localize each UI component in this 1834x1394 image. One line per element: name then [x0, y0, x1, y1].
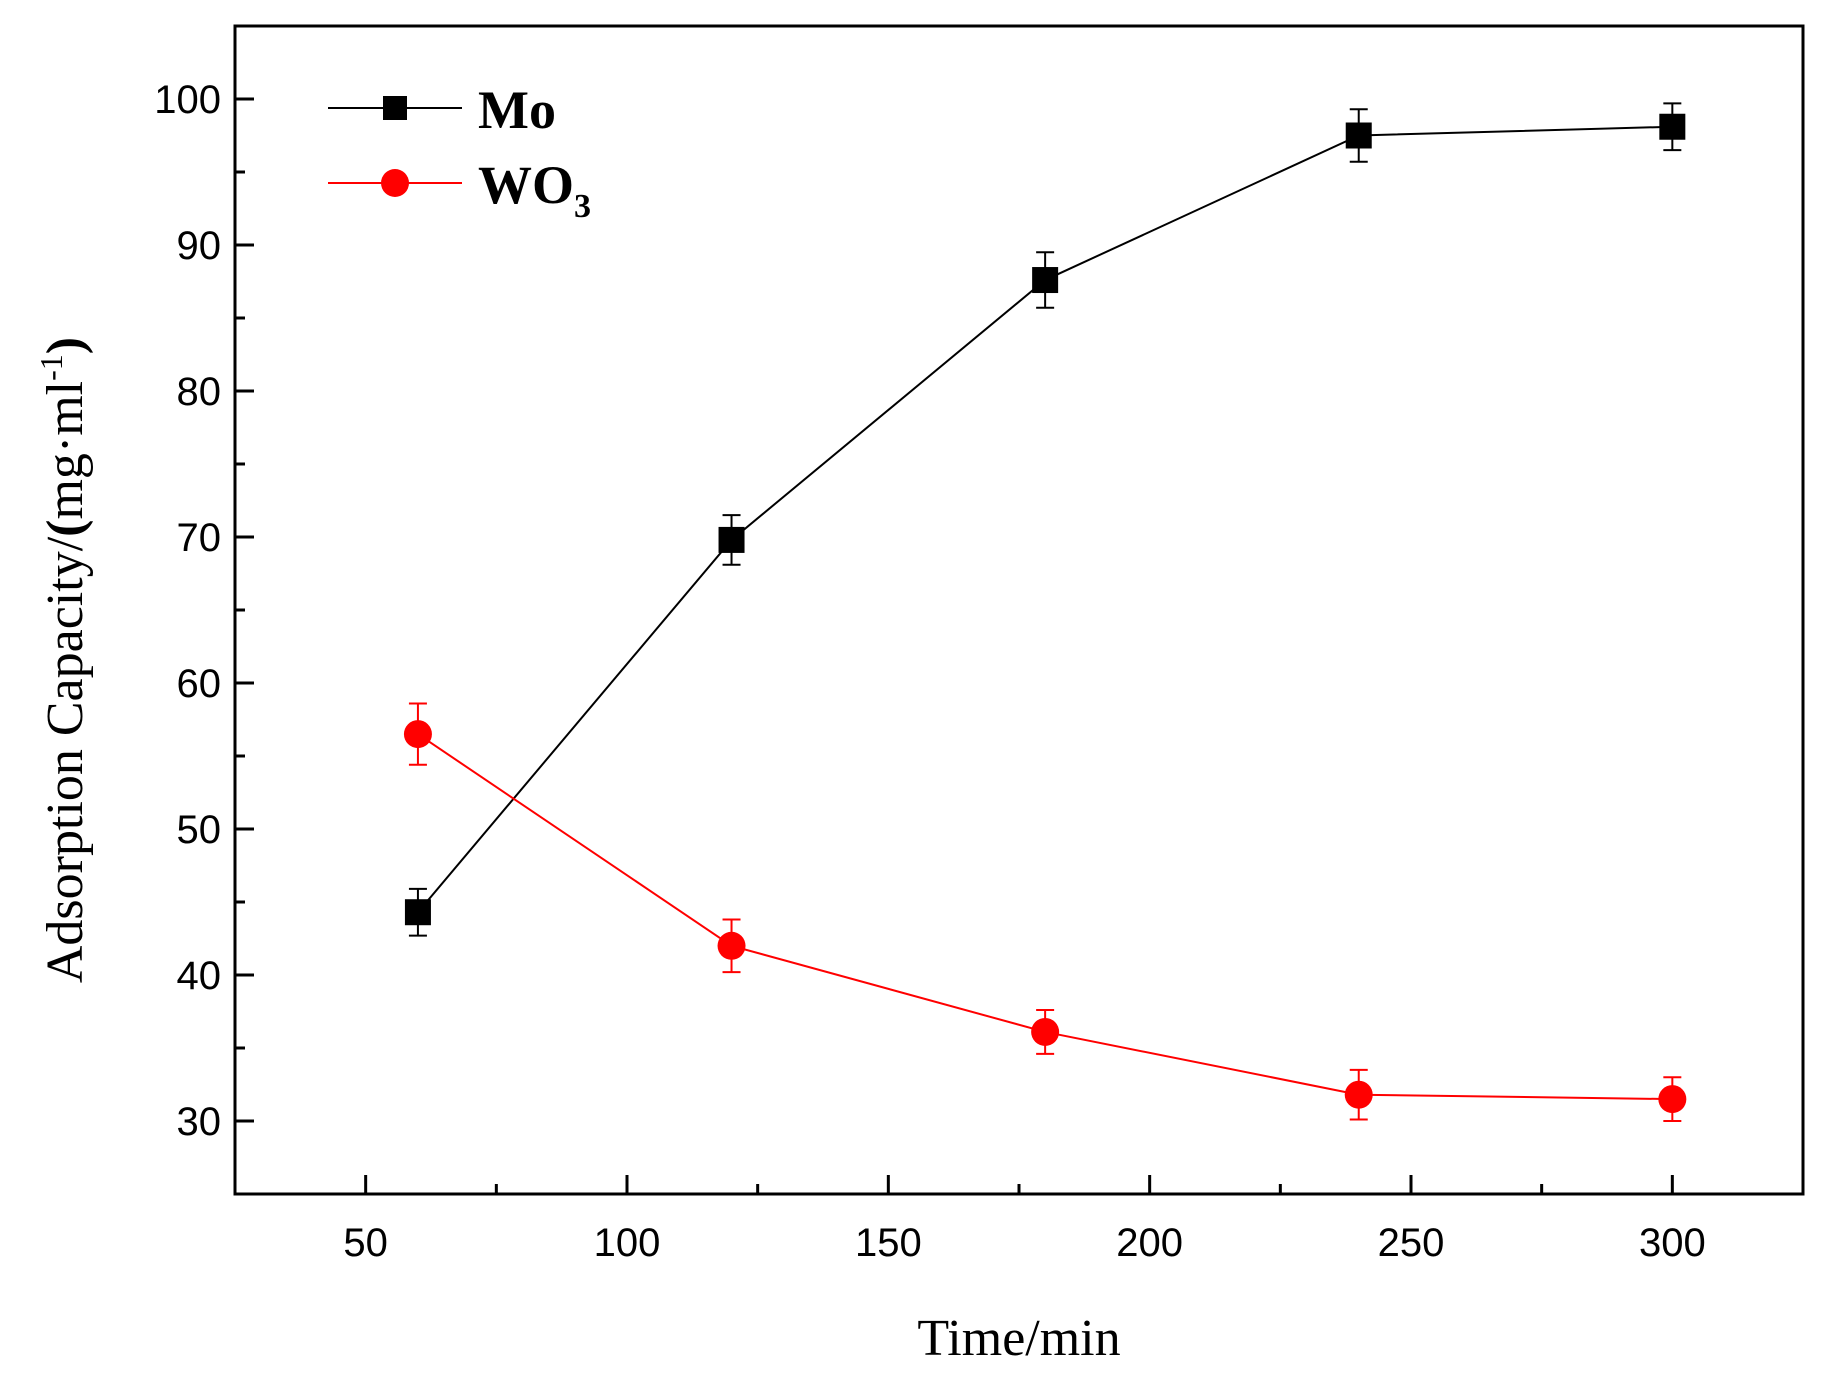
y-tick-label: 70	[177, 516, 222, 560]
data-point-wo3	[1658, 1085, 1687, 1114]
legend-wo3-label-subscript: 3	[574, 188, 591, 225]
data-point-mo	[1345, 122, 1372, 149]
legend-wo3-marker	[381, 169, 409, 197]
y-tick-label: 60	[177, 662, 222, 706]
y-tick-label: 100	[154, 78, 221, 122]
legend-mo-label: Mo	[478, 80, 556, 140]
y-tick-label: 90	[177, 224, 222, 268]
y-axis-title-exponent: -1	[33, 354, 69, 381]
y-tick-label: 80	[177, 370, 222, 414]
legend-wo3-label-main: WO	[478, 155, 574, 215]
y-axis-title-open-paren: (	[37, 520, 94, 537]
legend: Mo WO3	[328, 80, 591, 225]
legend-wo3-label: WO3	[478, 155, 591, 225]
y-axis-title-unit: mg·ml	[37, 381, 94, 520]
x-tick-label: 300	[1639, 1221, 1706, 1265]
x-tick-label: 250	[1378, 1221, 1445, 1265]
legend-mo-marker	[383, 96, 407, 120]
data-markers	[403, 113, 1687, 1114]
x-tick-label: 150	[855, 1221, 922, 1265]
y-tick-label: 30	[177, 1100, 222, 1144]
series-line-mo	[417, 125, 1673, 913]
y-axis-title: Adsorption Capacity/(mg·ml-1)	[33, 337, 94, 983]
error-bars	[408, 102, 1682, 1122]
data-point-mo	[404, 899, 431, 926]
x-tick-label: 100	[594, 1221, 661, 1265]
data-point-wo3	[1031, 1017, 1060, 1046]
data-point-mo	[1659, 113, 1686, 140]
plot-frame	[233, 24, 1805, 1196]
x-axis-title: Time/min	[917, 1310, 1120, 1367]
y-axis-title-main: Adsorption Capacity/	[37, 536, 94, 983]
data-point-mo	[1032, 267, 1059, 294]
y-tick-label: 50	[177, 808, 222, 852]
data-point-mo	[718, 526, 745, 553]
data-point-wo3	[1344, 1080, 1373, 1109]
data-point-wo3	[403, 720, 432, 749]
y-tick-label: 40	[177, 954, 222, 998]
y-axis-title-close-paren: )	[37, 337, 94, 354]
x-tick-label: 50	[343, 1221, 388, 1265]
axis-ticks: 50 100 150 200 250 300 30 40 50 60 70 80 90 100	[154, 78, 1705, 1265]
data-point-wo3	[717, 931, 746, 960]
x-tick-label: 200	[1116, 1221, 1183, 1265]
